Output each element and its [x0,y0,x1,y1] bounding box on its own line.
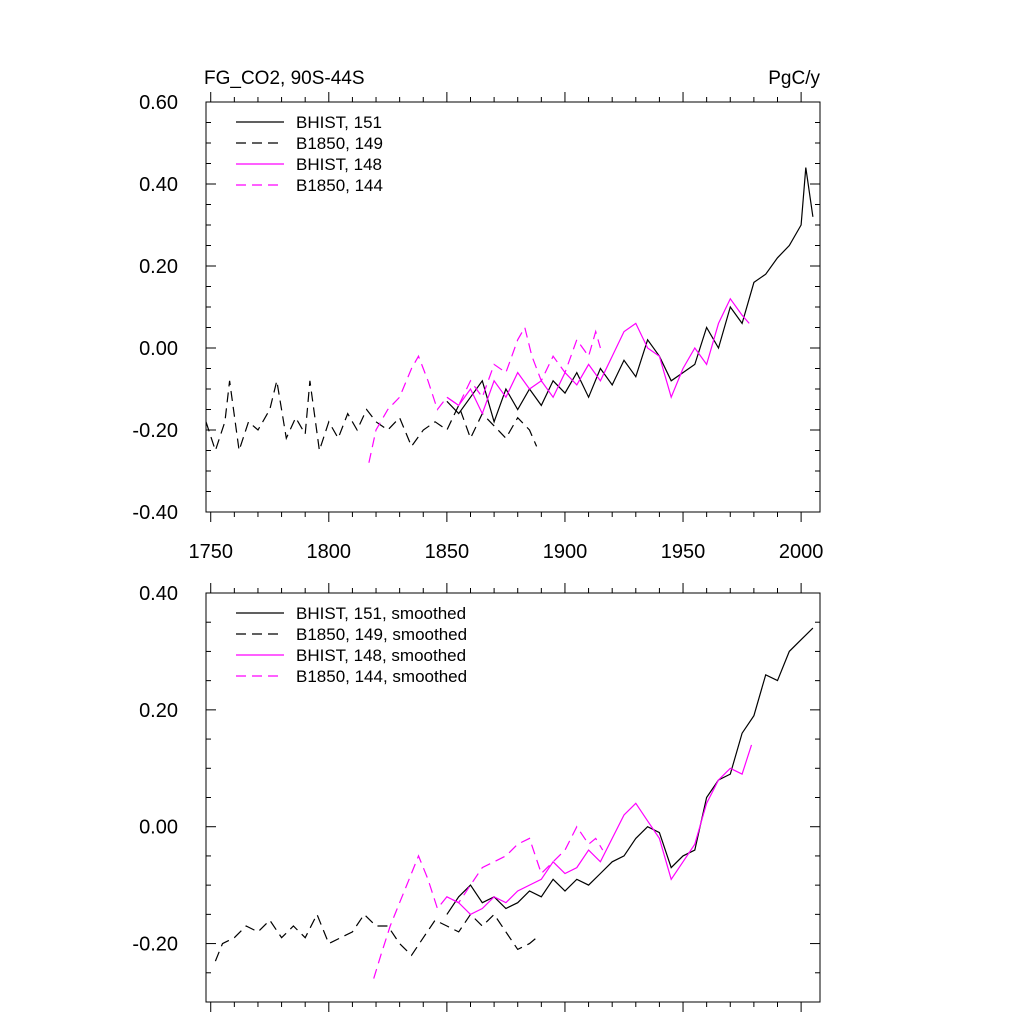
y-tick-label: -0.20 [132,934,178,956]
legend-label: B1850, 144 [296,176,383,195]
x-tick-label: 1850 [425,541,470,563]
x-tick-label: 1750 [188,541,233,563]
y-tick-label: 0.40 [139,174,178,196]
y-tick-label: 0.20 [139,256,178,278]
y-tick-label: 0.20 [139,700,178,722]
y-tick-label: -0.40 [132,502,178,524]
y-tick-label: 0.00 [139,817,178,839]
x-tick-label: 1950 [661,541,706,563]
bottom-chart-panel: -0.20 0.00 0.20 0.40 BHIST, 151, smoothed B18… [132,583,821,1012]
series-line-1 [214,912,537,962]
x-tick-label: 1900 [543,541,588,563]
chart-title: FG_CO2, 90S-44S [204,68,365,89]
legend-label: BHIST, 151 [296,113,382,132]
x-tick-label: 2000 [779,541,824,563]
legend-label: B1850, 149 [296,134,383,153]
legend-label: B1850, 144, smoothed [296,667,467,686]
legend-label: BHIST, 151, smoothed [296,604,466,623]
series-line-0 [446,627,814,915]
series-line-1 [205,380,538,453]
series-line-3 [368,325,601,463]
legend-label: BHIST, 148 [296,155,382,174]
y-tick-label: -0.20 [132,420,178,442]
units-label: PgC/y [768,68,820,89]
y-tick-label: 0.40 [139,583,178,605]
series-line-2 [446,297,750,416]
legend-label: B1850, 149, smoothed [296,625,467,644]
legend-label: BHIST, 148, smoothed [296,646,466,665]
series-line-3 [373,825,604,979]
top-chart-panel: 1750 1800 1850 1900 1950 2000 -0.40 -0.20 0.00 0.… [132,68,823,563]
x-tick-label: 1800 [307,541,352,563]
y-tick-label: 0.00 [139,338,178,360]
series-line-0 [446,167,814,424]
series-line-2 [446,744,753,916]
y-tick-label: 0.60 [139,92,178,114]
